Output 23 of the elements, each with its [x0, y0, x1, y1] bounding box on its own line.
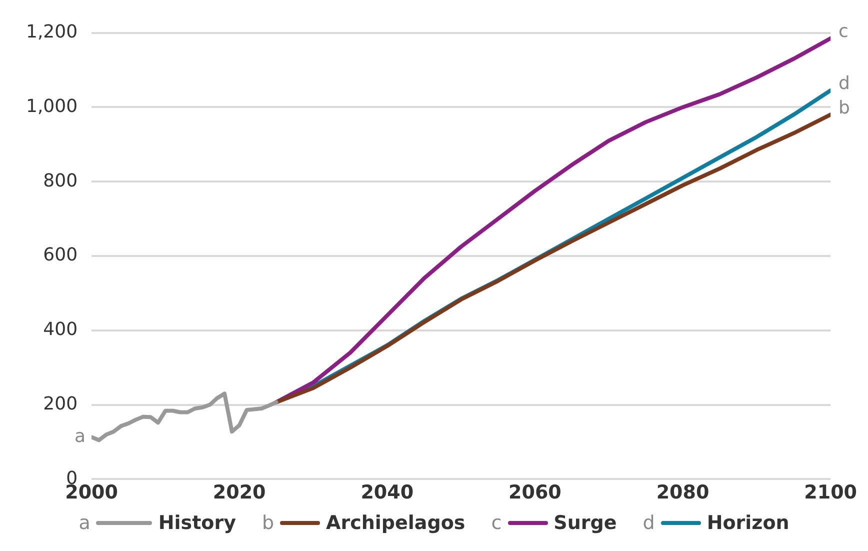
text: b: [262, 512, 274, 534]
y-tick-label: 200: [43, 393, 78, 414]
x-tick-label: 2060: [508, 482, 562, 504]
text: d: [838, 73, 850, 94]
y-tick-label: 1,000: [26, 96, 78, 117]
y-tick-label: 400: [43, 319, 78, 340]
legend-label: Surge: [554, 512, 617, 534]
text: a: [78, 512, 90, 534]
y-tick-label: 1,200: [26, 21, 78, 42]
x-tick-label: 2040: [360, 482, 414, 504]
y-tick-label: 800: [43, 170, 78, 192]
legend-label: Archipelagos: [326, 512, 466, 534]
x-tick-label: 2080: [656, 482, 710, 504]
text: b: [838, 97, 850, 118]
text: d: [642, 512, 655, 534]
x-tick-label: 2020: [212, 482, 266, 504]
legend-label: History: [158, 512, 236, 534]
text: c: [491, 512, 502, 534]
x-tick-label: 2100: [804, 482, 858, 504]
y-tick-label: 600: [43, 244, 78, 266]
text: a: [74, 426, 86, 447]
text: c: [838, 21, 848, 42]
legend-label: Horizon: [706, 512, 790, 534]
